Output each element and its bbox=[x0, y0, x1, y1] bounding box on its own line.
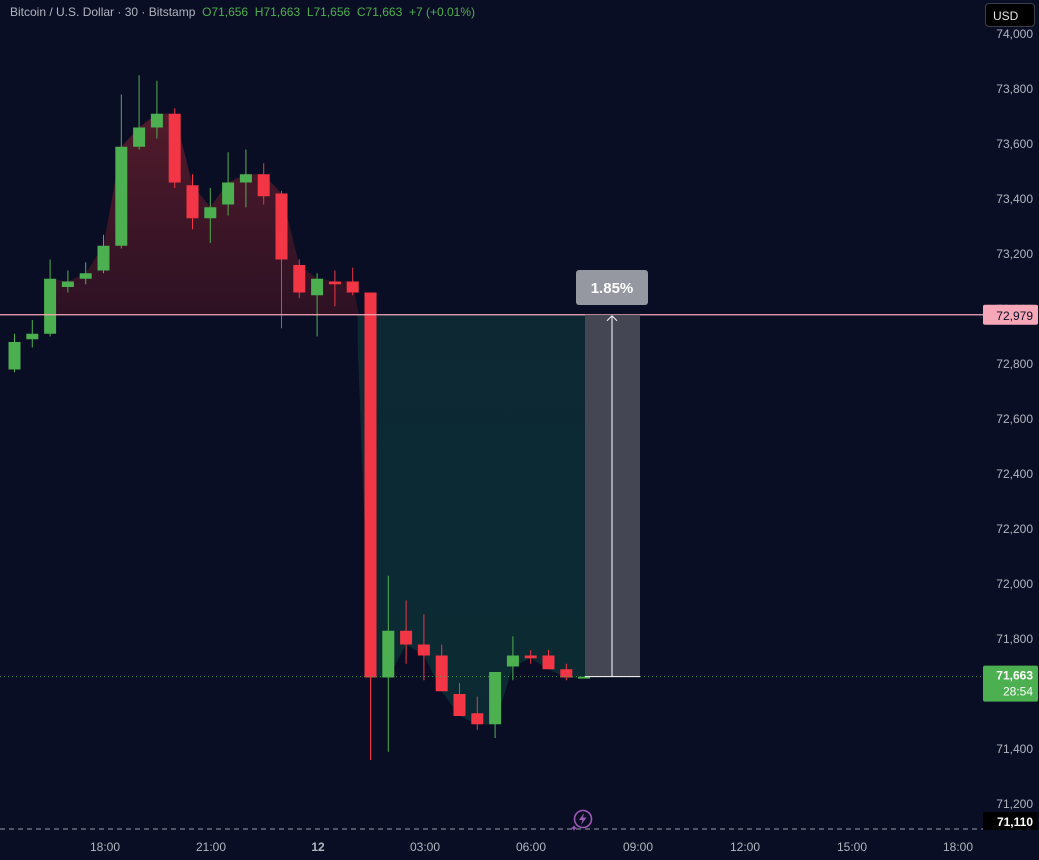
candle-body bbox=[346, 281, 359, 293]
candle-body bbox=[293, 265, 306, 293]
x-tick-label: 21:00 bbox=[196, 840, 226, 854]
down-area-fill bbox=[357, 314, 585, 725]
candle-body bbox=[222, 182, 235, 205]
x-tick-label: 12 bbox=[311, 840, 325, 854]
y-tick-label: 73,800 bbox=[996, 82, 1033, 96]
measure-label: 1.85% bbox=[591, 280, 634, 297]
y-tick-label: 72,600 bbox=[996, 412, 1033, 426]
measure-label-bg bbox=[576, 270, 648, 305]
candle-body bbox=[26, 333, 39, 340]
currency-button[interactable]: USD bbox=[985, 3, 1035, 27]
y-tick-label: 71,400 bbox=[996, 742, 1033, 756]
candle-body bbox=[400, 630, 413, 645]
candle-body bbox=[364, 292, 377, 678]
candle-body bbox=[133, 127, 146, 147]
close-value: C71,663 bbox=[356, 5, 403, 19]
y-tick-label: 71,800 bbox=[996, 632, 1033, 646]
candle-body bbox=[471, 713, 484, 725]
candle-body bbox=[453, 694, 466, 716]
low-value: L71,656 bbox=[306, 5, 351, 19]
y-tick-label: 71,200 bbox=[996, 797, 1033, 811]
y-tick-label: 74,000 bbox=[996, 27, 1033, 41]
y-tick-label: 73,400 bbox=[996, 192, 1033, 206]
y-tick-label: 72,000 bbox=[996, 577, 1033, 591]
x-tick-label: 09:00 bbox=[623, 840, 653, 854]
y-tick-label: 73,200 bbox=[996, 247, 1033, 261]
candle-body bbox=[489, 672, 502, 725]
x-tick-label: 06:00 bbox=[516, 840, 546, 854]
candle-body bbox=[524, 655, 537, 659]
candle-body bbox=[168, 113, 181, 183]
candle-body bbox=[542, 655, 555, 670]
last-price-label: 71,663 bbox=[996, 669, 1033, 683]
candle-body bbox=[44, 278, 57, 334]
change-value: +7 (+0.01%) bbox=[408, 5, 475, 19]
candle-body bbox=[8, 342, 21, 370]
measure-arrow-head bbox=[606, 315, 618, 322]
symbol-header: Bitcoin / U.S. Dollar · 30 · Bitstamp O7… bbox=[10, 5, 475, 19]
candle-body bbox=[435, 655, 448, 692]
x-tick-label: 03:00 bbox=[410, 840, 440, 854]
countdown-label: 28:54 bbox=[1003, 685, 1033, 699]
axes: 71,20071,40071,60071,80072,00072,20072,4… bbox=[90, 27, 1038, 854]
low-price-label-bg bbox=[983, 812, 1038, 830]
y-tick-label: 73,600 bbox=[996, 137, 1033, 151]
candles bbox=[8, 75, 591, 760]
x-tick-label: 18:00 bbox=[943, 840, 973, 854]
x-tick-label: 12:00 bbox=[730, 840, 760, 854]
candle-body bbox=[115, 146, 128, 246]
candle-body bbox=[417, 644, 430, 656]
candle-body bbox=[328, 281, 341, 285]
candle-body bbox=[311, 278, 324, 296]
overlays: 1.85% bbox=[0, 270, 983, 830]
candle-body bbox=[97, 245, 110, 271]
ref-price-label-bg bbox=[983, 304, 1038, 325]
candle-body bbox=[61, 281, 74, 287]
candle-body bbox=[239, 174, 252, 183]
candle-body bbox=[186, 185, 199, 219]
candle-body bbox=[257, 174, 270, 197]
candle-body bbox=[275, 193, 288, 260]
candle-body bbox=[560, 669, 573, 678]
y-tick-label: 72,800 bbox=[996, 357, 1033, 371]
low-price-label: 71,110 bbox=[997, 815, 1033, 829]
candle-body bbox=[578, 676, 591, 679]
y-tick-label: 72,400 bbox=[996, 467, 1033, 481]
open-value: O71,656 bbox=[202, 5, 249, 19]
high-value: H71,663 bbox=[254, 5, 301, 19]
symbol-title: Bitcoin / U.S. Dollar · 30 · Bitstamp bbox=[10, 5, 196, 19]
candle-body bbox=[79, 273, 92, 279]
x-tick-label: 18:00 bbox=[90, 840, 120, 854]
lightning-icon bbox=[570, 808, 594, 832]
last-price-label-bg bbox=[983, 665, 1038, 702]
candle-body bbox=[150, 113, 163, 128]
y-tick-label: 72,200 bbox=[996, 522, 1033, 536]
x-tick-label: 15:00 bbox=[837, 840, 867, 854]
ref-price-label: 72,979 bbox=[996, 309, 1033, 323]
candle-body bbox=[204, 207, 217, 219]
candle-body bbox=[506, 655, 519, 667]
candle-body bbox=[382, 630, 395, 678]
